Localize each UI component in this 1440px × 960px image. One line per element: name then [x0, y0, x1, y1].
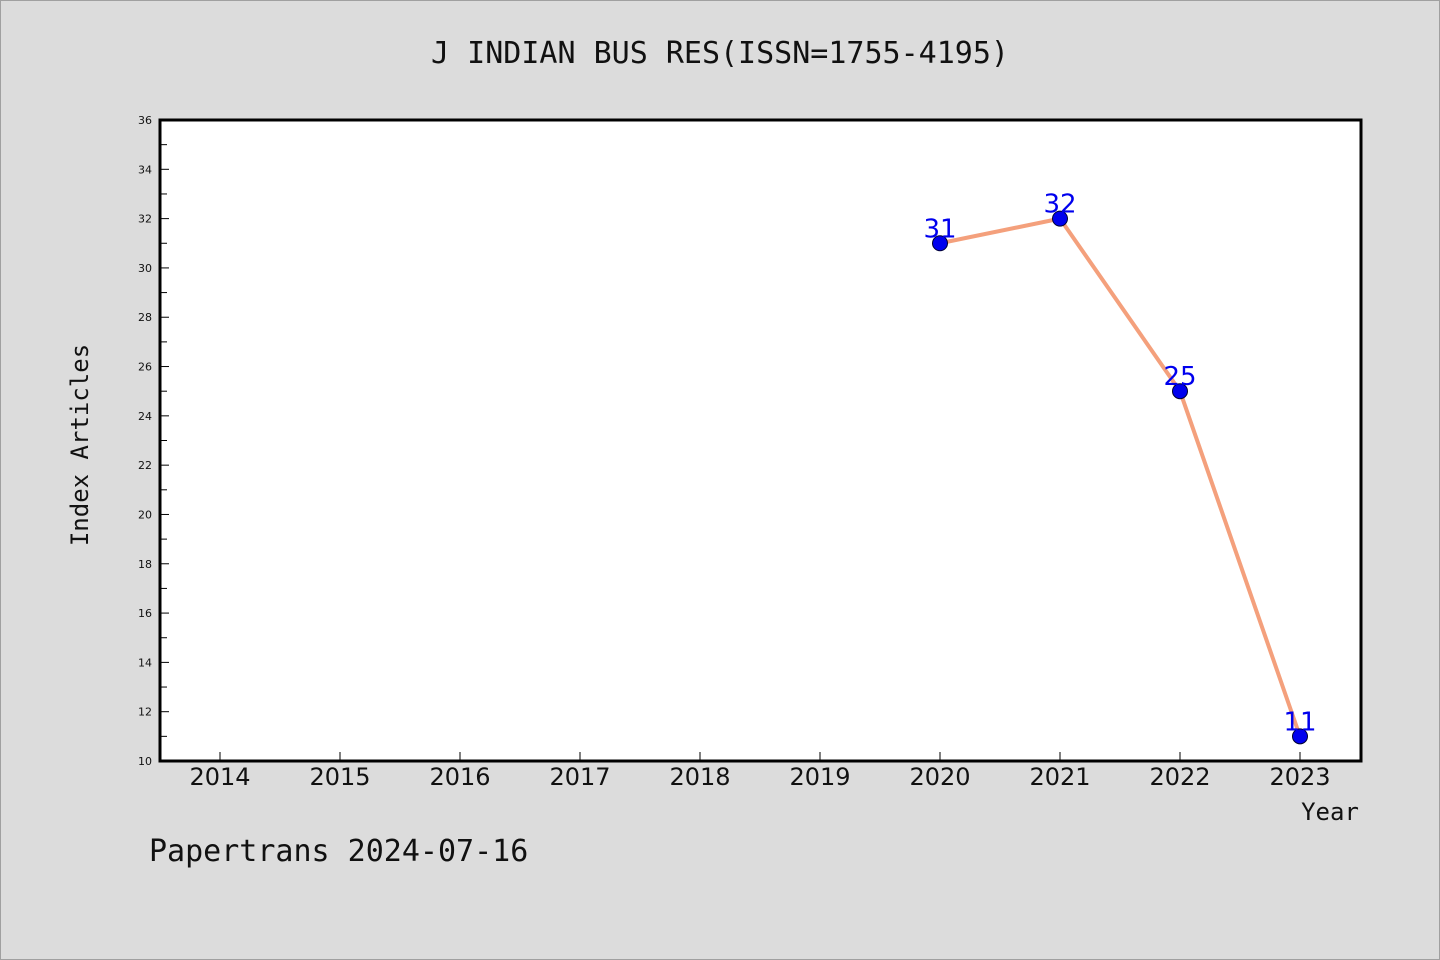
x-tick-label: 2015 [309, 763, 370, 791]
data-label: 32 [1043, 190, 1076, 220]
chart-title: J INDIAN BUS RES(ISSN=1755-4195) [431, 36, 1009, 71]
data-point [1292, 728, 1308, 745]
y-tick-label: 22 [138, 459, 152, 472]
plot-border [158, 118, 1363, 763]
y-tick-label: 10 [138, 755, 152, 768]
x-tick-label: 2023 [1269, 763, 1330, 791]
y-axis-label: Index Articles [66, 344, 94, 546]
x-tick-label: 2020 [909, 763, 970, 791]
y-tick-label: 14 [138, 656, 152, 669]
y-tick-label: 28 [138, 311, 152, 324]
footer-note: Papertrans 2024-07-16 [149, 834, 529, 869]
x-tick-label: 2019 [789, 763, 850, 791]
data-label: 11 [1283, 707, 1316, 737]
y-tick-label: 30 [138, 262, 152, 275]
y-tick-label: 32 [138, 213, 152, 226]
x-tick-label: 2022 [1149, 763, 1210, 791]
x-tick-label: 2014 [189, 763, 250, 791]
y-tick-label: 18 [138, 558, 152, 571]
y-tick-label: 34 [138, 163, 152, 176]
y-axis: 10 12 14 16 18 20 22 24 26 28 30 32 34 36 [138, 114, 169, 768]
y-tick-label: 36 [138, 114, 152, 127]
series-line [939, 216, 1302, 738]
y-tick-label: 24 [138, 410, 152, 423]
series-group: 31 32 25 11 [923, 190, 1317, 745]
x-axis-label: Year [1301, 798, 1359, 826]
x-tick-label: 2017 [549, 763, 610, 791]
data-point [1052, 210, 1068, 227]
x-tick-label: 2016 [429, 763, 490, 791]
data-point [932, 235, 948, 252]
x-tick-label: 2021 [1029, 763, 1090, 791]
data-point [1172, 383, 1188, 400]
x-tick-label: 2018 [669, 763, 730, 791]
data-label: 25 [1163, 362, 1196, 392]
data-label: 31 [923, 214, 956, 244]
y-tick-label: 26 [138, 361, 152, 374]
plot-area [160, 120, 1361, 761]
y-tick-label: 20 [138, 508, 152, 521]
y-tick-label: 12 [138, 706, 152, 719]
y-tick-label: 16 [138, 607, 152, 620]
x-axis: 2014 2015 2016 2017 2018 2019 2020 2021 2022 2023 [189, 752, 1331, 791]
